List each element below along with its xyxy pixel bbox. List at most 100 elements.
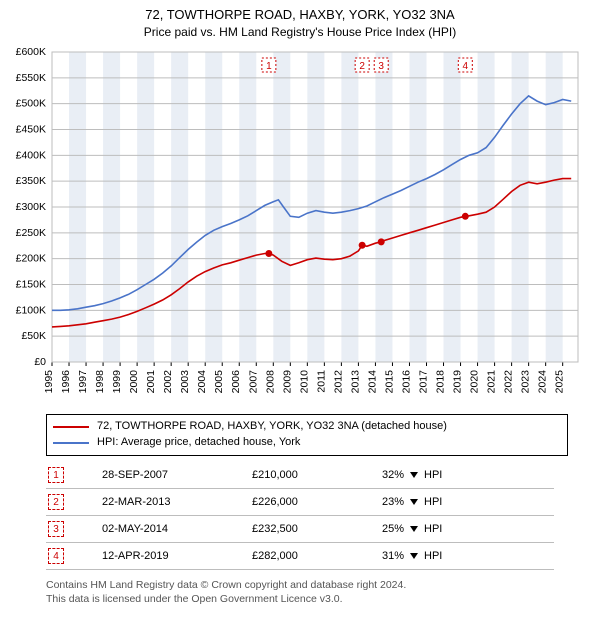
sale-delta-ref: HPI xyxy=(424,496,442,508)
sale-delta: 32% HPI xyxy=(382,469,512,481)
legend-swatch-hpi xyxy=(53,442,89,444)
y-tick-label: £100K xyxy=(16,304,46,316)
sale-marker-number: 2 xyxy=(359,61,365,72)
x-tick-label: 1996 xyxy=(60,370,72,394)
legend: 72, TOWTHORPE ROAD, HAXBY, YORK, YO32 3N… xyxy=(46,414,568,456)
table-row: 4 12-APR-2019£282,00031% HPI xyxy=(46,543,554,570)
sale-price: £226,000 xyxy=(252,496,382,508)
attribution-footer: Contains HM Land Registry data © Crown c… xyxy=(46,578,554,606)
sale-marker-number: 4 xyxy=(463,61,469,72)
sale-date: 22-MAR-2013 xyxy=(102,496,252,508)
sale-delta-pct: 23% xyxy=(382,496,404,508)
chart-title-line1: 72, TOWTHORPE ROAD, HAXBY, YORK, YO32 3N… xyxy=(0,6,600,24)
x-tick-label: 2015 xyxy=(383,370,395,394)
sale-delta: 25% HPI xyxy=(382,523,512,535)
x-tick-label: 2013 xyxy=(349,370,361,394)
x-tick-label: 2024 xyxy=(537,370,549,394)
sale-date: 28-SEP-2007 xyxy=(102,469,252,481)
y-tick-label: £550K xyxy=(16,72,46,84)
x-tick-label: 2004 xyxy=(196,370,208,394)
x-tick-label: 2011 xyxy=(315,370,327,393)
x-tick-label: 2005 xyxy=(213,370,225,394)
x-tick-label: 2012 xyxy=(332,370,344,394)
sale-dot xyxy=(462,213,469,220)
down-arrow-icon xyxy=(410,553,418,559)
x-tick-label: 2021 xyxy=(486,370,498,394)
x-tick-label: 2006 xyxy=(230,370,242,394)
x-tick-label: 2014 xyxy=(366,370,378,394)
y-tick-label: £350K xyxy=(16,175,46,187)
x-tick-label: 2008 xyxy=(264,370,276,394)
x-tick-label: 1998 xyxy=(94,370,106,394)
sale-dot xyxy=(359,242,366,249)
down-arrow-icon xyxy=(410,499,418,505)
x-tick-label: 2025 xyxy=(554,370,566,394)
sale-marker-number: 3 xyxy=(378,61,384,72)
x-tick-label: 2009 xyxy=(281,370,293,394)
sale-price: £210,000 xyxy=(252,469,382,481)
y-tick-label: £0 xyxy=(34,356,46,368)
table-row: 3 02-MAY-2014£232,50025% HPI xyxy=(46,516,554,543)
y-tick-label: £50K xyxy=(21,330,46,342)
sale-marker-icon: 2 xyxy=(48,494,64,510)
x-tick-label: 2000 xyxy=(128,370,140,394)
sale-marker-number: 1 xyxy=(266,61,272,72)
y-tick-label: £250K xyxy=(16,227,46,239)
sale-dot xyxy=(265,250,272,257)
page-root: 72, TOWTHORPE ROAD, HAXBY, YORK, YO32 3N… xyxy=(0,0,600,620)
sale-delta: 23% HPI xyxy=(382,496,512,508)
sale-date: 02-MAY-2014 xyxy=(102,523,252,535)
y-tick-label: £500K xyxy=(16,98,46,110)
sale-delta-pct: 31% xyxy=(382,550,404,562)
x-tick-label: 2001 xyxy=(145,370,157,394)
table-row: 2 22-MAR-2013£226,00023% HPI xyxy=(46,489,554,516)
y-tick-label: £150K xyxy=(16,279,46,291)
sale-price: £232,500 xyxy=(252,523,382,535)
y-tick-label: £200K xyxy=(16,253,46,265)
x-tick-label: 2007 xyxy=(247,370,259,394)
sale-delta-ref: HPI xyxy=(424,523,442,535)
x-tick-label: 2023 xyxy=(520,370,532,394)
sale-marker-icon: 1 xyxy=(48,467,64,483)
sale-marker-icon: 4 xyxy=(48,548,64,564)
down-arrow-icon xyxy=(410,472,418,478)
x-tick-label: 2019 xyxy=(452,370,464,394)
sale-delta: 31% HPI xyxy=(382,550,512,562)
x-tick-label: 2020 xyxy=(469,370,481,394)
x-tick-label: 2022 xyxy=(503,370,515,394)
footer-line2: This data is licensed under the Open Gov… xyxy=(46,592,554,606)
x-tick-label: 2017 xyxy=(417,370,429,394)
sales-table: 128-SEP-2007£210,00032%HPI222-MAR-2013£2… xyxy=(46,462,554,570)
chart-svg: £0 £50K £100K £150K £200K £250K £300K £350K £400… xyxy=(0,44,600,406)
sale-dot xyxy=(378,238,385,245)
x-tick-label: 2010 xyxy=(298,370,310,394)
sale-marker-icon: 3 xyxy=(48,521,64,537)
legend-label-hpi: HPI: Average price, detached house, York xyxy=(97,435,300,451)
legend-row-hpi: HPI: Average price, detached house, York xyxy=(53,435,561,451)
legend-swatch-property xyxy=(53,426,89,428)
legend-label-property: 72, TOWTHORPE ROAD, HAXBY, YORK, YO32 3N… xyxy=(97,419,447,435)
sale-date: 12-APR-2019 xyxy=(102,550,252,562)
sale-price: £282,000 xyxy=(252,550,382,562)
y-tick-label: £300K xyxy=(16,201,46,213)
x-tick-label: 2016 xyxy=(400,370,412,394)
sale-delta-pct: 32% xyxy=(382,469,404,481)
chart-title-block: 72, TOWTHORPE ROAD, HAXBY, YORK, YO32 3N… xyxy=(0,0,600,40)
sale-delta-ref: HPI xyxy=(424,469,442,481)
sale-delta-pct: 25% xyxy=(382,523,404,535)
sale-delta-ref: HPI xyxy=(424,550,442,562)
x-tick-label: 2018 xyxy=(435,370,447,394)
sale-marker-cell: 2 xyxy=(46,494,102,510)
chart-title-line2: Price paid vs. HM Land Registry's House … xyxy=(0,24,600,40)
y-tick-label: £400K xyxy=(16,149,46,161)
y-tick-label: £600K xyxy=(16,46,46,58)
x-tick-label: 1997 xyxy=(77,370,89,394)
x-tick-label: 2003 xyxy=(179,370,191,394)
x-tick-label: 1995 xyxy=(43,370,55,394)
sale-marker-cell: 3 xyxy=(46,521,102,537)
x-tick-label: 1999 xyxy=(111,370,123,394)
x-tick-label: 2002 xyxy=(162,370,174,394)
sale-marker-cell: 1 xyxy=(46,467,102,483)
legend-row-property: 72, TOWTHORPE ROAD, HAXBY, YORK, YO32 3N… xyxy=(53,419,561,435)
table-row: 1 28-SEP-2007£210,00032% HPI xyxy=(46,462,554,489)
